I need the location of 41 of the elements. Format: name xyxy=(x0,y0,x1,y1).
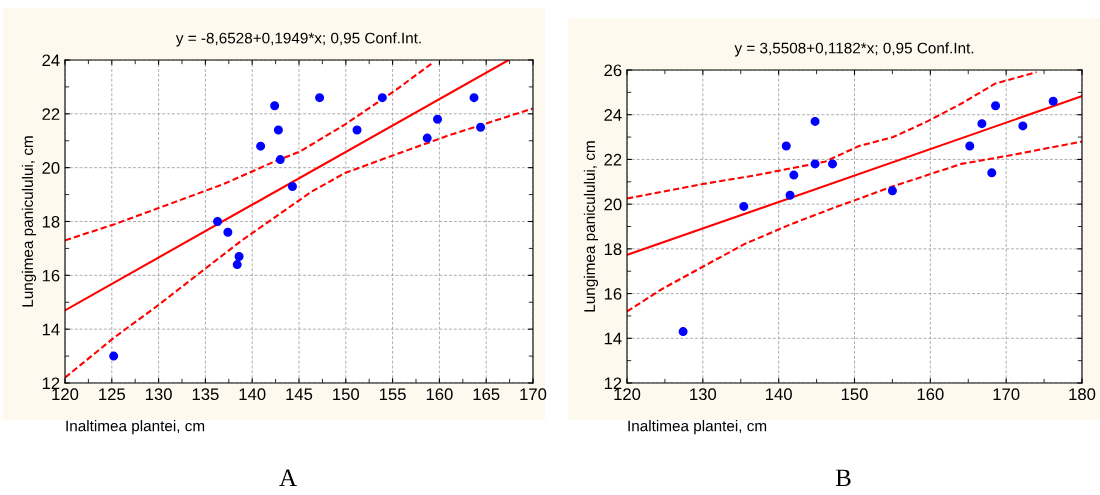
x-tick-label: 140 xyxy=(766,388,792,401)
x-tick-label: 145 xyxy=(286,388,313,401)
x-tick-label: 160 xyxy=(917,388,944,401)
y-tick-label: 24 xyxy=(42,54,60,67)
x-tick-label: 160 xyxy=(426,388,453,401)
x-tick-label: 170 xyxy=(520,388,547,401)
y-tick-label: 14 xyxy=(42,323,60,336)
y-axis-title: Lungimea paniculului, cm xyxy=(583,141,599,312)
y-tick-label: 12 xyxy=(604,377,622,390)
x-tick-label: 135 xyxy=(192,388,219,401)
x-tick-label: 155 xyxy=(379,388,406,401)
x-tick-label: 165 xyxy=(473,388,500,401)
y-tick-label: 14 xyxy=(604,332,622,345)
y-tick-label: 20 xyxy=(604,198,622,211)
text: A xyxy=(279,469,297,487)
x-axis-title: Inaltimea plantei, cm xyxy=(66,420,205,435)
y-tick-label: 16 xyxy=(42,269,60,282)
y-axis-title: Lungimea paniculului, cm xyxy=(21,136,37,307)
x-tick-label: 125 xyxy=(99,388,126,401)
x-axis-title: Inaltimea plantei, cm xyxy=(628,420,767,435)
x-tick-label: 150 xyxy=(841,388,868,401)
text: B xyxy=(835,469,851,487)
x-tick-label: 120 xyxy=(52,388,79,401)
x-tick-label: 140 xyxy=(239,388,266,401)
y-tick-label: 26 xyxy=(604,64,622,77)
y-tick-label: 24 xyxy=(604,109,622,121)
y-tick-label: 20 xyxy=(42,162,60,174)
chart-title: y = -8,6528+0,1949*x; 0,95 Conf.Int. xyxy=(175,32,421,47)
x-tick-label: 130 xyxy=(145,388,172,401)
y-tick-label: 16 xyxy=(604,287,622,300)
y-tick-label: 18 xyxy=(42,215,60,228)
x-tick-label: 150 xyxy=(333,388,360,401)
x-tick-label: 120 xyxy=(614,388,641,401)
y-tick-label: 12 xyxy=(42,377,60,390)
x-tick-label: 130 xyxy=(690,388,717,401)
y-tick-label: 22 xyxy=(604,153,622,166)
chart-title: y = 3,5508+0,1182*x; 0,95 Conf.Int. xyxy=(734,42,974,57)
y-tick-label: 22 xyxy=(42,108,60,120)
x-tick-label: 170 xyxy=(993,388,1020,401)
x-tick-label: 180 xyxy=(1069,388,1096,401)
y-tick-label: 18 xyxy=(604,243,622,256)
